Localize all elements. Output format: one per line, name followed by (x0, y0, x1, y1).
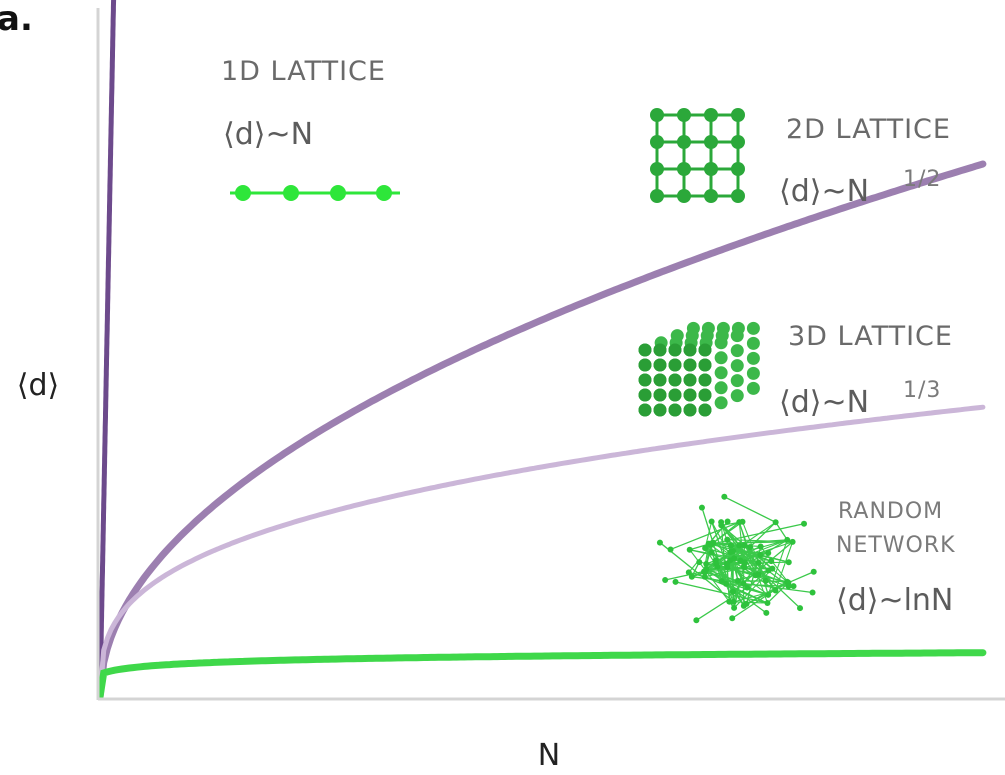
x-axis-title: N (538, 738, 560, 773)
label-2d-lattice: 2D LATTICE ⟨d⟩~N 1/2 (650, 108, 951, 209)
formula-2d: ⟨d⟩~N (779, 174, 869, 209)
curve-2d-lattice (96, 160, 987, 700)
formula-3d: ⟨d⟩~N (779, 385, 869, 420)
chain-1d-icon (230, 185, 400, 201)
label-random-network: RANDOM NETWORK ⟨d⟩~lnN (656, 493, 956, 624)
y-axis-title: ⟨d⟩ (17, 368, 59, 403)
exponent-3d: 1/3 (903, 378, 941, 403)
panel-letter: a. (0, 0, 33, 39)
grid-2d-icon (650, 108, 745, 203)
series-label-3d: 3D LATTICE (788, 321, 953, 352)
series-label-random-1: RANDOM (838, 499, 943, 524)
cube-3d-icon (638, 321, 760, 417)
random-network-icon (656, 493, 817, 624)
series-label-2d: 2D LATTICE (786, 114, 951, 145)
formula-1d: ⟨d⟩~N (223, 117, 313, 152)
curve-random-network (96, 649, 987, 700)
curve-3d-lattice (97, 404, 986, 700)
label-3d-lattice: 3D LATTICE ⟨d⟩~N 1/3 (638, 321, 953, 420)
curve-1d-lattice (97, 0, 117, 700)
exponent-2d: 1/2 (903, 167, 941, 192)
series-label-1d: 1D LATTICE (221, 56, 386, 87)
series-label-random-2: NETWORK (836, 533, 956, 558)
label-1d-lattice: 1D LATTICE ⟨d⟩~N (221, 56, 400, 201)
formula-random: ⟨d⟩~lnN (836, 583, 953, 618)
